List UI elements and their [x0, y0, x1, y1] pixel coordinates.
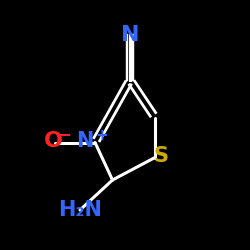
Text: O: O [44, 131, 63, 151]
Text: H₂N: H₂N [58, 200, 102, 220]
Text: +: + [96, 128, 108, 143]
Text: −: − [57, 125, 71, 143]
Text: N: N [121, 25, 139, 45]
Text: S: S [154, 146, 169, 166]
Text: N: N [76, 131, 94, 151]
